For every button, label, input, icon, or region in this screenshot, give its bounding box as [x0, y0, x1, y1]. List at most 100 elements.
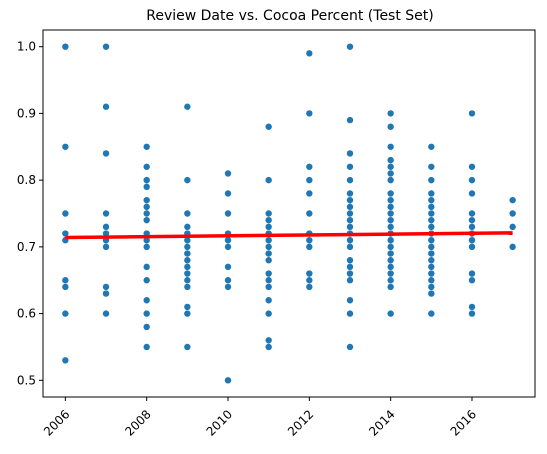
- data-point: [102, 210, 110, 217]
- data-point: [387, 263, 394, 271]
- data-point: [428, 250, 435, 257]
- y-axis-ticks: 0.5 0.6 0.7 0.8 0.9 1.0: [17, 40, 43, 387]
- scatter-points: [62, 43, 516, 384]
- data-point: [387, 277, 394, 284]
- data-point: [468, 163, 476, 170]
- data-point: [509, 196, 516, 204]
- data-point: [346, 310, 354, 317]
- data-point: [184, 257, 191, 264]
- data-point: [468, 303, 476, 311]
- data-point: [509, 210, 516, 217]
- data-point: [428, 263, 435, 271]
- data-point: [62, 43, 69, 50]
- data-point: [102, 223, 110, 231]
- data-point: [62, 357, 69, 364]
- data-point: [428, 243, 435, 251]
- data-point: [468, 110, 476, 117]
- data-point: [102, 290, 110, 297]
- data-point: [306, 210, 313, 217]
- data-point: [102, 103, 110, 110]
- data-point: [346, 297, 354, 304]
- data-point: [468, 190, 476, 197]
- data-point: [184, 210, 191, 217]
- data-point: [224, 190, 232, 197]
- data-point: [387, 270, 394, 277]
- data-point: [184, 270, 191, 277]
- data-point: [468, 277, 476, 284]
- data-point: [184, 236, 191, 244]
- data-point: [62, 277, 69, 284]
- data-point: [387, 123, 394, 130]
- data-point: [265, 257, 272, 264]
- data-point: [306, 176, 313, 184]
- data-point: [428, 277, 435, 284]
- x-tick-label: 2008: [122, 407, 153, 438]
- data-point: [62, 210, 69, 217]
- data-point: [143, 183, 150, 191]
- data-point: [143, 323, 150, 331]
- data-point: [346, 216, 354, 224]
- data-point: [224, 283, 232, 291]
- x-tick-label: 2006: [41, 407, 72, 438]
- data-point: [428, 270, 435, 277]
- data-point: [387, 110, 394, 117]
- data-point: [102, 310, 110, 317]
- data-point: [346, 163, 354, 170]
- data-point: [265, 123, 272, 130]
- data-point: [62, 143, 69, 150]
- x-tick-label: 2016: [448, 407, 479, 438]
- data-point: [62, 283, 69, 291]
- data-point: [387, 223, 394, 231]
- data-point: [387, 190, 394, 197]
- data-point: [265, 310, 272, 317]
- data-point: [346, 223, 354, 231]
- data-point: [102, 283, 110, 291]
- data-point: [428, 143, 435, 150]
- data-point: [306, 110, 313, 117]
- data-point: [468, 216, 476, 224]
- data-point: [265, 210, 272, 217]
- data-point: [428, 203, 435, 211]
- data-point: [143, 196, 150, 204]
- data-point: [387, 283, 394, 291]
- data-point: [265, 337, 272, 344]
- data-point: [387, 143, 394, 150]
- data-point: [265, 270, 272, 277]
- data-point: [468, 270, 476, 277]
- data-point: [387, 250, 394, 257]
- data-point: [428, 196, 435, 204]
- data-point: [143, 203, 150, 211]
- data-point: [184, 283, 191, 291]
- data-point: [265, 283, 272, 291]
- data-point: [428, 310, 435, 317]
- data-point: [387, 176, 394, 184]
- data-point: [184, 243, 191, 251]
- data-point: [306, 277, 313, 284]
- data-point: [428, 176, 435, 184]
- data-point: [387, 170, 394, 177]
- data-point: [143, 310, 150, 317]
- data-point: [428, 223, 435, 231]
- data-point: [265, 250, 272, 257]
- data-point: [102, 43, 110, 50]
- data-point: [509, 243, 516, 251]
- data-point: [184, 103, 191, 110]
- data-point: [428, 236, 435, 244]
- y-tick-label: 0.8: [17, 173, 36, 187]
- data-point: [468, 210, 476, 217]
- data-point: [143, 216, 150, 224]
- data-point: [387, 216, 394, 224]
- data-point: [346, 196, 354, 204]
- data-point: [346, 257, 354, 264]
- data-point: [387, 257, 394, 264]
- data-point: [306, 283, 313, 291]
- data-point: [387, 156, 394, 164]
- data-point: [184, 277, 191, 284]
- data-point: [184, 176, 191, 184]
- data-point: [306, 236, 313, 244]
- data-point: [265, 176, 272, 184]
- data-point: [306, 190, 313, 197]
- data-point: [224, 236, 232, 244]
- data-point: [428, 190, 435, 197]
